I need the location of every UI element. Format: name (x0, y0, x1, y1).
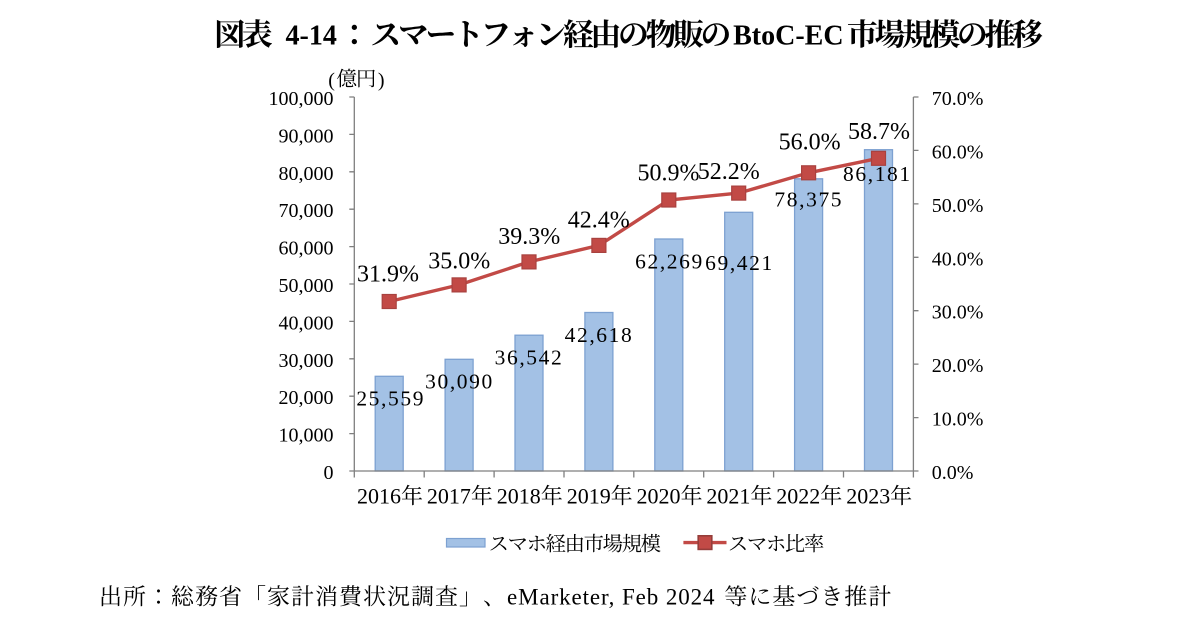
svg-text:30,000: 30,000 (279, 350, 334, 372)
svg-text:86,181: 86,181 (843, 162, 912, 186)
svg-text:30.0%: 30.0% (932, 302, 984, 324)
svg-text:2017: 2017 (427, 484, 471, 509)
svg-text:50,000: 50,000 (279, 275, 334, 297)
svg-text:78,375: 78,375 (774, 187, 843, 211)
svg-text:2019: 2019 (567, 484, 611, 509)
svg-text:36,542: 36,542 (495, 346, 564, 370)
svg-text:2018: 2018 (497, 484, 541, 509)
svg-text:eMarketer, Feb 2024: eMarketer, Feb 2024 (507, 585, 715, 610)
svg-text:2023: 2023 (846, 484, 890, 509)
svg-text:2016: 2016 (357, 484, 401, 509)
svg-text:2020: 2020 (637, 484, 681, 509)
svg-text:62,269: 62,269 (635, 249, 704, 273)
svg-text:70.0%: 70.0% (932, 88, 984, 110)
svg-text:60,000: 60,000 (279, 238, 334, 260)
svg-text:50.9%: 50.9% (638, 161, 700, 187)
svg-text:(: ( (328, 69, 335, 91)
svg-text:10.0%: 10.0% (932, 409, 984, 431)
svg-text:40.0%: 40.0% (932, 248, 984, 270)
svg-text:0: 0 (324, 462, 334, 484)
svg-text:39.3%: 39.3% (498, 224, 560, 250)
svg-text:52.2%: 52.2% (698, 159, 760, 185)
svg-text:42,618: 42,618 (565, 323, 634, 347)
svg-text:2022: 2022 (776, 484, 820, 509)
svg-text:): ) (378, 69, 385, 91)
svg-text:90,000: 90,000 (279, 125, 334, 147)
svg-text:69,421: 69,421 (705, 251, 774, 275)
svg-text:10,000: 10,000 (279, 425, 334, 447)
svg-text:70,000: 70,000 (279, 200, 334, 222)
svg-text:56.0%: 56.0% (779, 129, 841, 155)
svg-text:BtoC-EC: BtoC-EC (733, 21, 843, 52)
svg-text:42.4%: 42.4% (568, 208, 630, 234)
svg-text:20.0%: 20.0% (932, 355, 984, 377)
svg-text:31.9%: 31.9% (357, 261, 419, 287)
svg-text:25,559: 25,559 (356, 387, 425, 411)
svg-text:0.0%: 0.0% (932, 462, 974, 484)
svg-text:35.0%: 35.0% (428, 248, 490, 274)
svg-text:58.7%: 58.7% (848, 119, 910, 145)
svg-text:2021: 2021 (706, 484, 750, 509)
svg-text:50.0%: 50.0% (932, 195, 984, 217)
svg-text:60.0%: 60.0% (932, 141, 984, 163)
svg-text:20,000: 20,000 (279, 387, 334, 409)
svg-text:100,000: 100,000 (269, 88, 334, 110)
svg-text:4-14: 4-14 (286, 21, 337, 52)
svg-text:40,000: 40,000 (279, 312, 334, 334)
svg-text:30,090: 30,090 (425, 370, 494, 394)
svg-text:80,000: 80,000 (279, 163, 334, 185)
